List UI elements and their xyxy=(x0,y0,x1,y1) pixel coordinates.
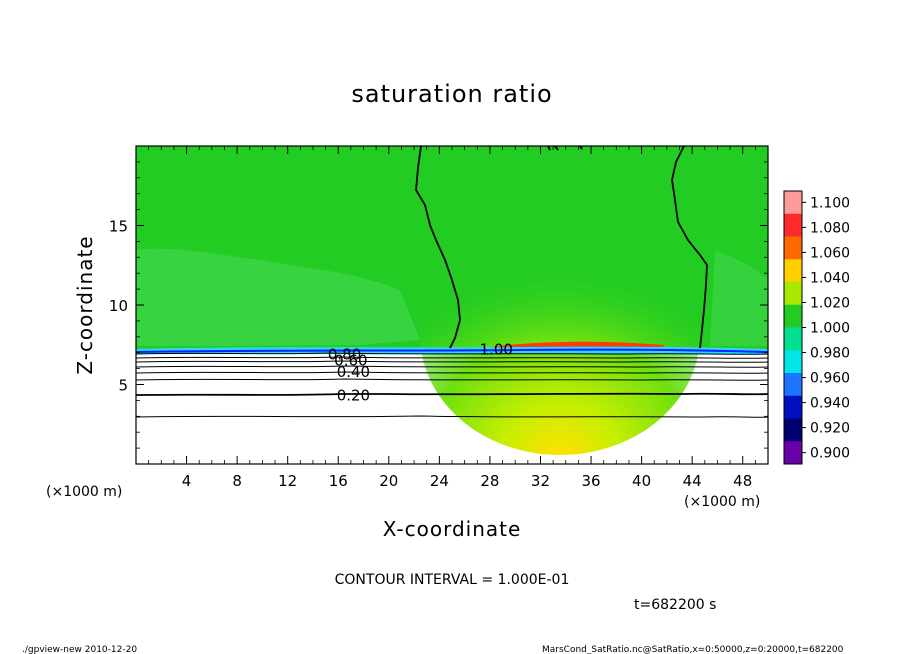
contour-label: 1.00 xyxy=(480,341,513,359)
y-axis-ticks: 5 10 15 xyxy=(109,161,768,449)
x-tick-label: 28 xyxy=(480,472,499,490)
x-unit-right: (×1000 m) xyxy=(684,494,760,510)
colorbar-swatch xyxy=(784,395,802,419)
plot-area xyxy=(136,146,768,464)
field-light-patch-right xyxy=(710,250,768,346)
contour-label: 0.40 xyxy=(337,363,370,381)
contour-interval-label: CONTOUR INTERVAL = 1.000E-01 xyxy=(335,572,570,588)
contour-labels: 0.800.600.40 0.20 1.00 xyxy=(328,341,513,405)
y-axis-label: Z-coordinate xyxy=(73,235,97,374)
contour-100-left xyxy=(415,146,461,349)
chart-title: saturation ratio xyxy=(351,80,552,108)
y-tick-label: 5 xyxy=(118,377,128,395)
x-tick-label: 40 xyxy=(632,472,651,490)
colorbar-label: 0.900 xyxy=(810,446,850,462)
field-light-patch-left xyxy=(136,248,420,346)
x-tick-label: 44 xyxy=(683,472,702,490)
y-tick-label: 10 xyxy=(109,297,128,315)
field-blue-line xyxy=(136,348,768,353)
colorbar-swatch xyxy=(784,213,802,237)
colorbar-swatch xyxy=(784,441,802,465)
contour-label: 0.20 xyxy=(337,387,370,405)
colorbar-label: 0.980 xyxy=(810,346,850,362)
colorbar-label: 1.020 xyxy=(810,295,850,311)
contour-100-right xyxy=(671,146,708,349)
x-tick-label: 20 xyxy=(379,472,398,490)
x-tick-label: 4 xyxy=(182,472,192,490)
colorbar-label: 1.000 xyxy=(810,321,850,337)
colorbar-swatch xyxy=(784,282,802,306)
contour-label: 0.60 xyxy=(334,352,367,370)
colorbar-label: 0.940 xyxy=(810,396,850,412)
colorbar-swatch xyxy=(784,418,802,442)
colorbar-label: 1.060 xyxy=(810,245,850,261)
x-axis-ticks: 4 8 12 16 20 24 28 32 36 40 44 48 xyxy=(148,146,756,490)
colorbar-label: 1.080 xyxy=(810,220,850,236)
x-tick-label: 48 xyxy=(733,472,752,490)
colorbar-swatch xyxy=(784,259,802,283)
y-tick-label: 15 xyxy=(109,218,128,236)
colorbar-swatch xyxy=(784,327,802,351)
colorbar-label: 0.960 xyxy=(810,371,850,387)
x-unit-left: (×1000 m) xyxy=(46,484,122,500)
x-tick-label: 24 xyxy=(430,472,449,490)
colorbar-swatch xyxy=(784,373,802,397)
colorbar-swatch xyxy=(784,191,802,215)
footer-right-label: MarsCond_SatRatio.nc@SatRatio,x=0:50000,… xyxy=(542,645,844,654)
contour-lines-lower xyxy=(136,352,768,418)
colorbar-label: 1.040 xyxy=(810,270,850,286)
colorbar-label: 0.920 xyxy=(810,421,850,437)
x-tick-label: 36 xyxy=(581,472,600,490)
x-tick-label: 32 xyxy=(531,472,550,490)
field-hotspot xyxy=(420,215,700,455)
colorbar-swatch xyxy=(784,350,802,374)
x-tick-label: 8 xyxy=(232,472,242,490)
x-tick-label: 12 xyxy=(278,472,297,490)
footer-left-label: ./gpview-new 2010-12-20 xyxy=(22,645,137,654)
contour-label: 0.80 xyxy=(328,345,361,363)
colorbar-swatch xyxy=(784,236,802,260)
x-tick-label: 16 xyxy=(329,472,348,490)
time-label: t=682200 s xyxy=(634,597,716,613)
x-axis-label: X-coordinate xyxy=(383,517,522,541)
colorbar-swatch xyxy=(784,304,802,328)
colorbar: 1.100 1.080 1.060 1.040 1.020 1.000 0.980 0.960… xyxy=(783,190,850,465)
colorbar-label: 1.100 xyxy=(810,195,850,211)
